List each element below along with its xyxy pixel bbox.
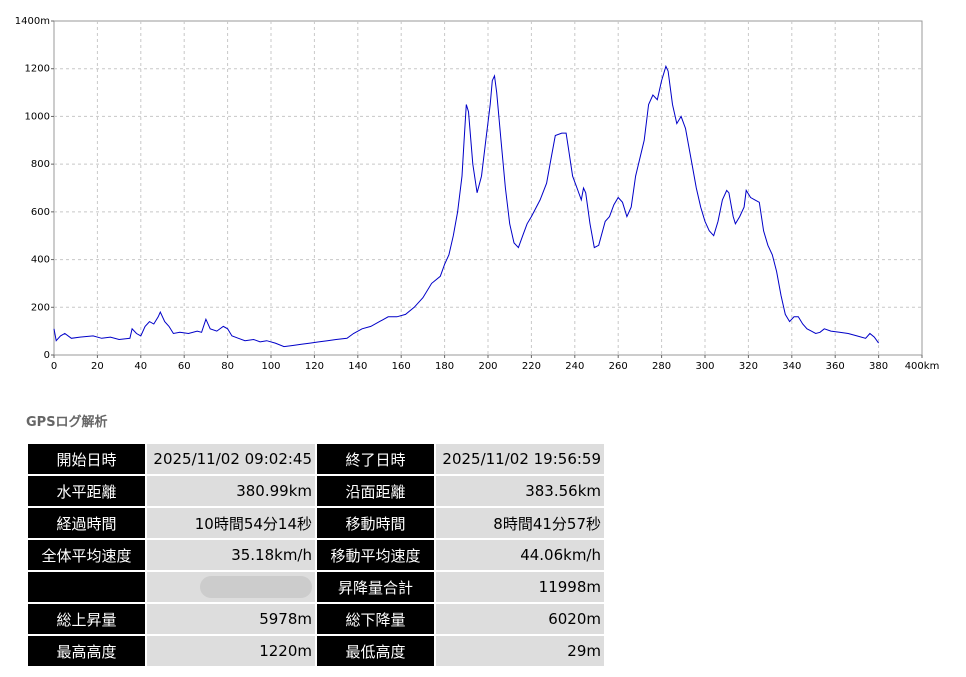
x-tick-label: 180 (435, 361, 454, 372)
row-value (145, 570, 317, 604)
redacted (200, 576, 312, 598)
row-value: 6020m (434, 602, 606, 636)
row-label: 総上昇量 (26, 602, 147, 636)
x-tick-label: 100 (261, 361, 280, 372)
x-tick-label: 20 (91, 361, 104, 372)
x-tick-label: 40 (134, 361, 147, 372)
row-value: 2025/11/02 09:02:45 (145, 442, 317, 476)
table-row: 昇降量合計 11998m (26, 570, 606, 604)
chart: 0 200 400 600 800 1000 1200 1400m 0 20 40 60 80 100 12… (15, 16, 940, 372)
row-label: 最低高度 (315, 634, 436, 668)
y-tick-label: 1000 (25, 111, 50, 122)
row-value: 383.56km (434, 474, 606, 508)
row-label: 昇降量合計 (315, 570, 436, 604)
row-label: 沿面距離 (315, 474, 436, 508)
row-label: 総下降量 (315, 602, 436, 636)
row-label: 移動時間 (315, 506, 436, 540)
x-tick-label: 140 (348, 361, 367, 372)
row-value: 44.06km/h (434, 538, 606, 572)
x-tick-label: 200 (478, 361, 497, 372)
row-value: 29m (434, 634, 606, 668)
x-tick-label: 280 (652, 361, 671, 372)
x-tick-label: 360 (826, 361, 845, 372)
table-row: 開始日時 2025/11/02 09:02:45 終了日時 2025/11/02 19… (26, 442, 606, 476)
y-tick-label: 0 (44, 350, 50, 361)
y-tick-label: 600 (31, 207, 50, 218)
table-row: 全体平均速度 35.18km/h 移動平均速度 44.06km/h (26, 538, 606, 572)
table-row: 最高高度 1220m 最低高度 29m (26, 634, 606, 668)
table-title: GPSログ解析 (26, 415, 108, 430)
y-tick-label: 1400m (15, 16, 50, 27)
table-row: 経過時間 10時間54分14秒 移動時間 8時間41分57秒 (26, 506, 606, 540)
y-tick-label: 800 (31, 159, 50, 170)
row-value: 2025/11/02 19:56:59 (434, 442, 606, 476)
x-tick-label: 120 (305, 361, 324, 372)
row-label: 移動平均速度 (315, 538, 436, 572)
x-tick-label: 300 (695, 361, 714, 372)
row-label: 水平距離 (26, 474, 147, 508)
elevation-line (53, 64, 880, 348)
row-value: 8時間41分57秒 (434, 506, 606, 540)
row-label: 全体平均速度 (26, 538, 147, 572)
y-tick-label: 400 (31, 255, 50, 266)
row-label: 最高高度 (26, 634, 147, 668)
row-label (26, 570, 147, 604)
x-tick-label: 340 (782, 361, 801, 372)
x-tick-label: 80 (221, 361, 234, 372)
gps-table: 開始日時 2025/11/02 09:02:45 終了日時 2025/11/02 19… (26, 442, 606, 668)
x-tick-label: 240 (565, 361, 584, 372)
y-tick-label: 1200 (25, 64, 50, 75)
row-label: 経過時間 (26, 506, 147, 540)
row-value: 11998m (434, 570, 606, 604)
x-tick-label: 60 (178, 361, 191, 372)
x-tick-label: 0 (51, 361, 57, 372)
table-row: 総上昇量 5978m 総下降量 6020m (26, 602, 606, 636)
x-tick-label: 400km (905, 361, 940, 372)
x-tick-label: 260 (609, 361, 628, 372)
row-value: 35.18km/h (145, 538, 317, 572)
x-tick-label: 380 (869, 361, 888, 372)
row-label: 終了日時 (315, 442, 436, 476)
row-value: 380.99km (145, 474, 317, 508)
row-value: 5978m (145, 602, 317, 636)
y-tick-label: 200 (31, 302, 50, 313)
row-value: 1220m (145, 634, 317, 668)
row-label: 開始日時 (26, 442, 147, 476)
x-tick-label: 160 (392, 361, 411, 372)
table-row: 水平距離 380.99km 沿面距離 383.56km (26, 474, 606, 508)
x-tick-label: 320 (739, 361, 758, 372)
x-tick-label: 220 (522, 361, 541, 372)
row-value: 10時間54分14秒 (145, 506, 317, 540)
